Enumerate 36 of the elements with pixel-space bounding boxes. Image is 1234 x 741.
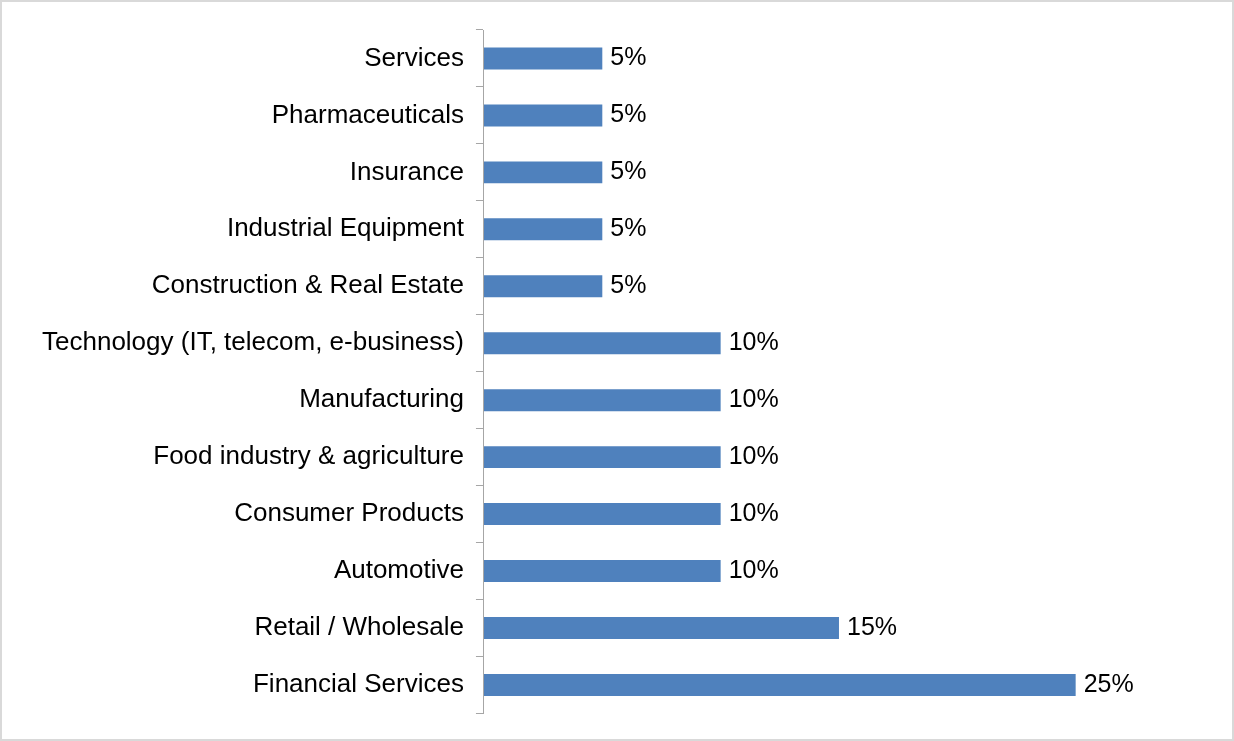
data-label: 5% [610, 213, 647, 242]
y-tick-label: Automotive [333, 554, 464, 585]
bar [483, 47, 603, 70]
data-label: 10% [728, 384, 779, 413]
data-label: 25% [1083, 668, 1134, 697]
bar [483, 673, 1076, 696]
data-label: 5% [610, 270, 647, 299]
data-label: 5% [610, 42, 647, 71]
bar [483, 446, 721, 469]
y-tick-label: Consumer Products [234, 497, 464, 528]
y-tick-label: Pharmaceuticals [271, 98, 464, 129]
data-label: 15% [846, 611, 898, 640]
y-tick-label: Technology (IT, telecom, e-business) [42, 326, 464, 357]
bar [483, 104, 603, 127]
y-tick-label: Insurance [349, 155, 464, 186]
data-label: 10% [728, 441, 779, 470]
y-tick-label: Food industry & agriculture [153, 440, 464, 471]
bar [483, 503, 721, 526]
y-tick-label: Retail / Wholesale [254, 611, 464, 642]
bar [483, 389, 721, 412]
data-label: 10% [728, 497, 779, 526]
bar [483, 161, 603, 184]
data-label: 10% [728, 554, 779, 583]
bar [483, 275, 603, 298]
data-label: 5% [610, 156, 647, 185]
y-tick-label: Industrial Equipment [226, 212, 465, 243]
y-tick-label: Services [364, 41, 464, 72]
bar [483, 218, 603, 241]
y-tick-label: Financial Services [252, 668, 464, 699]
y-tick-label: Construction & Real Estate [151, 269, 464, 300]
y-tick-label: Manufacturing [299, 383, 464, 414]
bar [483, 560, 721, 582]
data-label: 10% [728, 327, 779, 356]
bar [483, 617, 839, 639]
data-label: 5% [610, 99, 647, 128]
bar [483, 332, 721, 355]
